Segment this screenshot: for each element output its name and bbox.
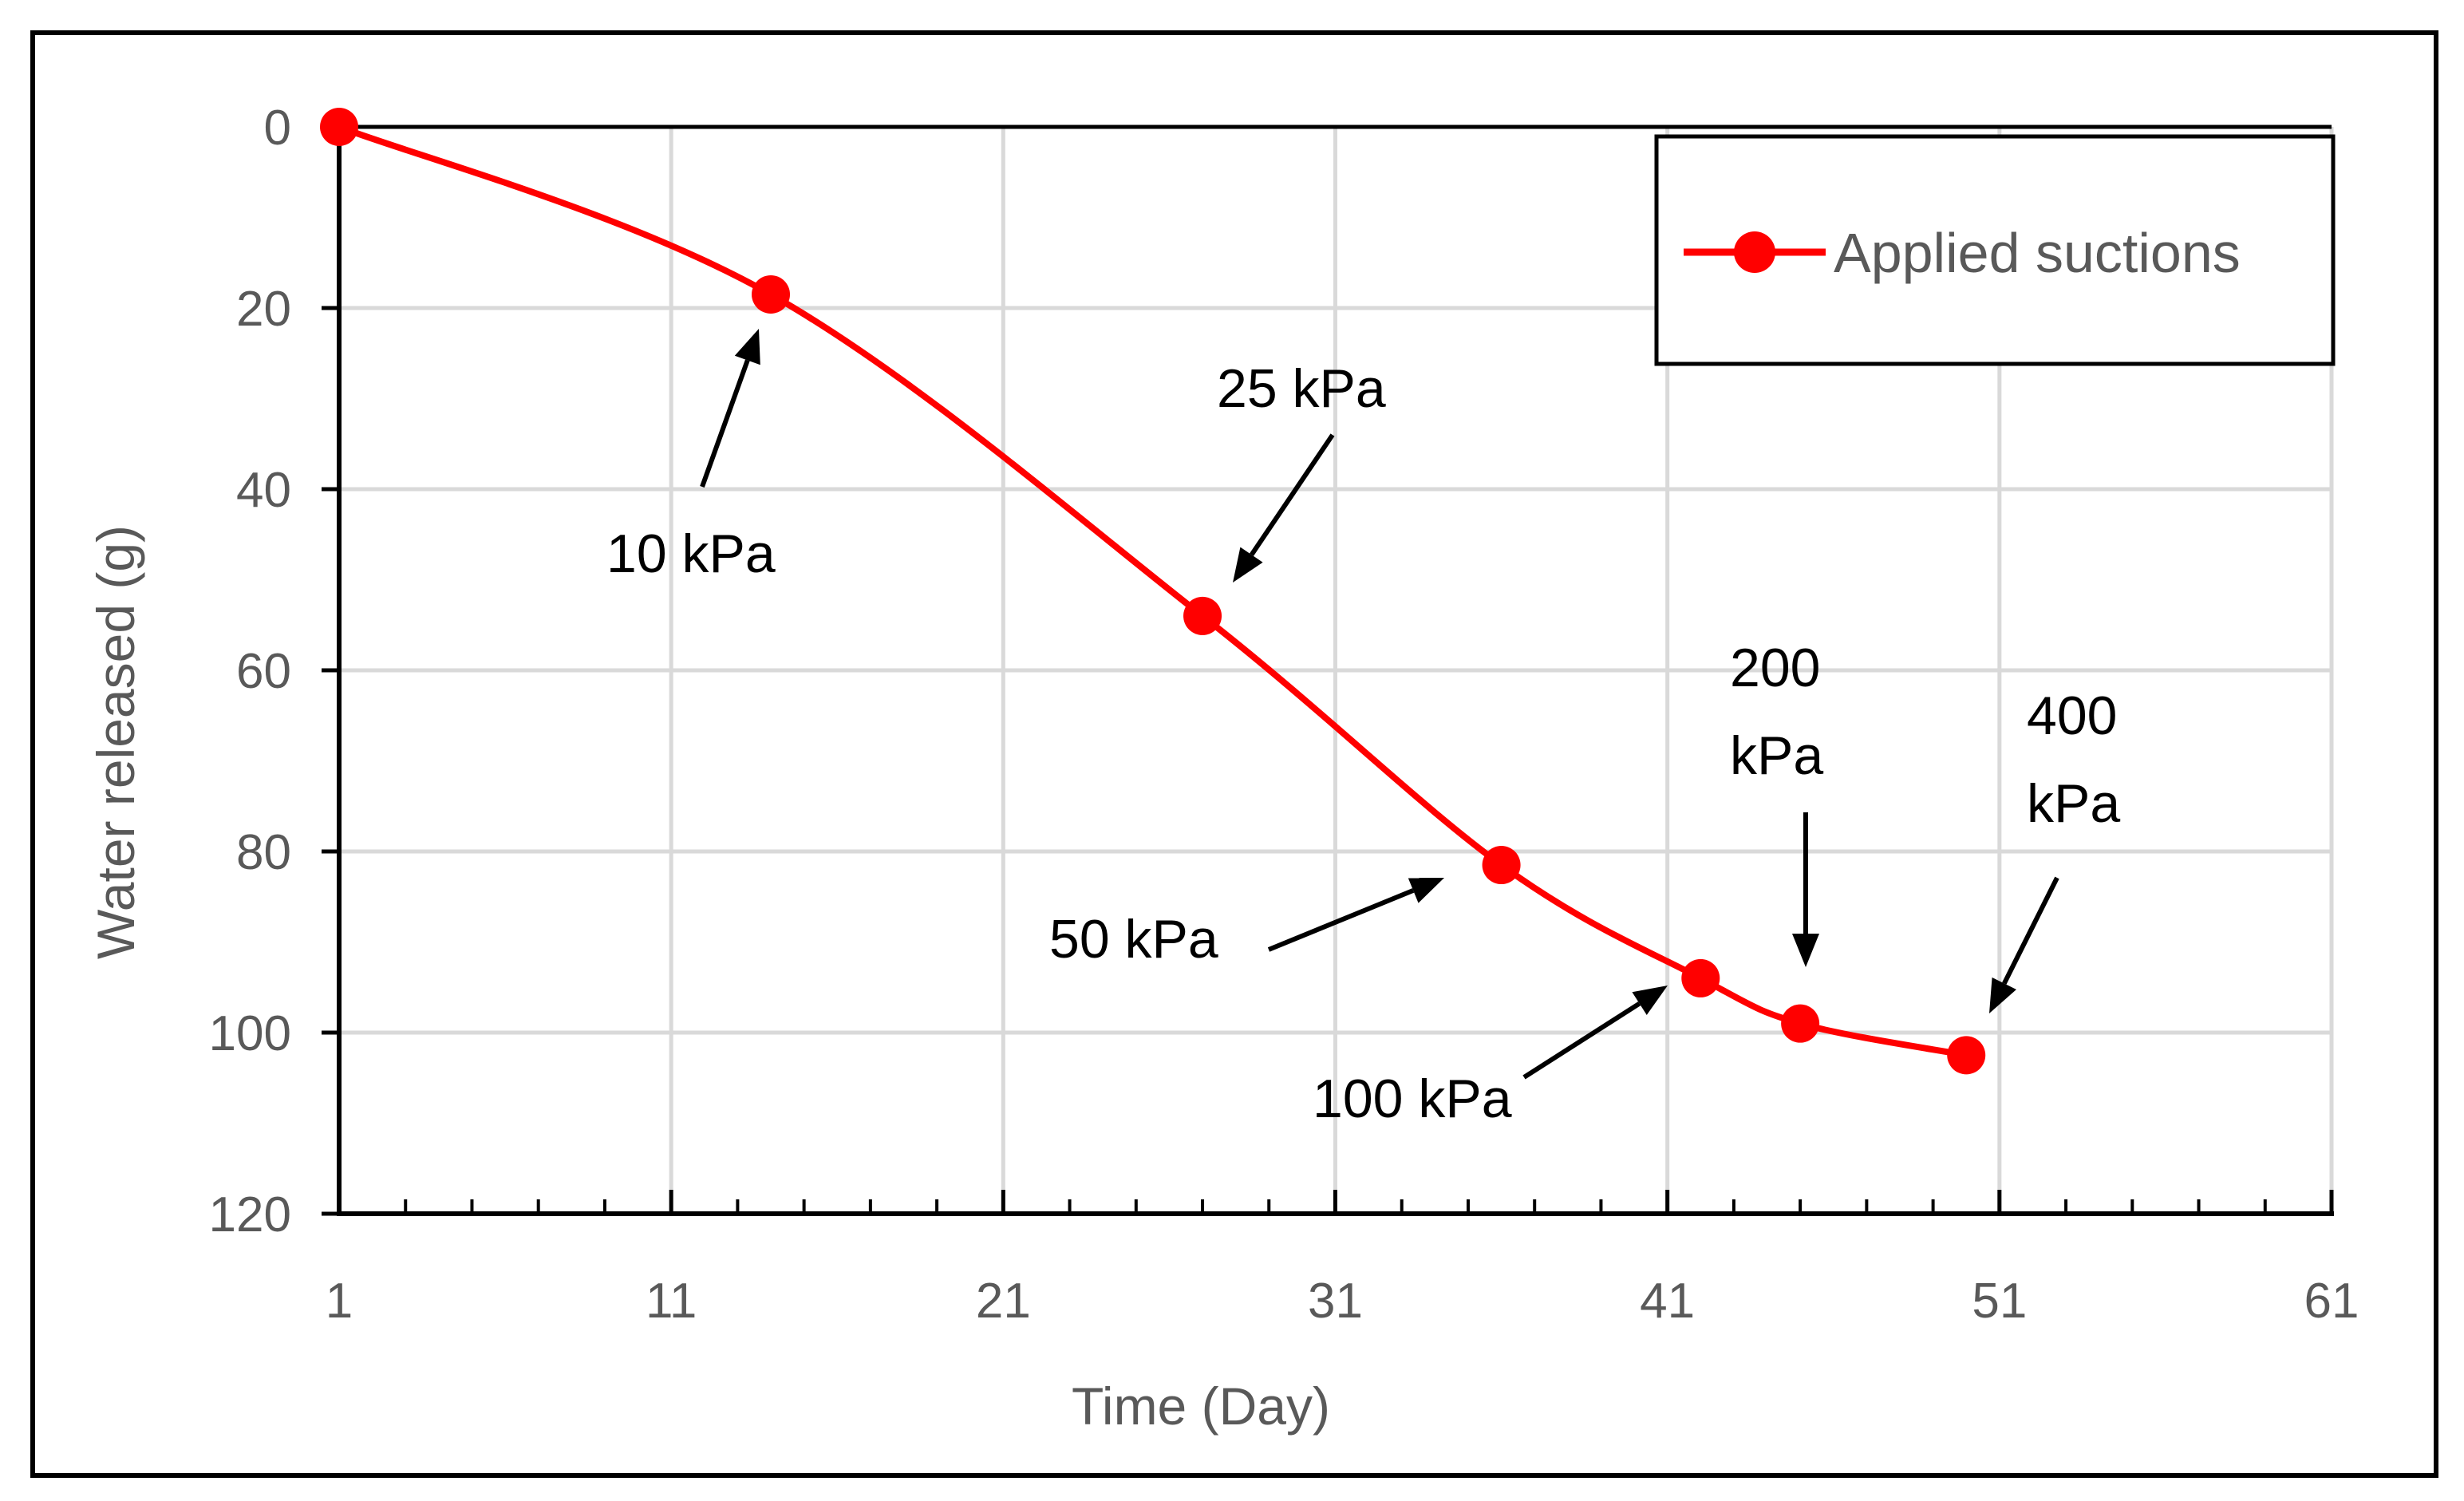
annotation-label-line: 50 kPa xyxy=(1049,909,1218,970)
annotation-label: 25 kPa xyxy=(1217,358,1386,419)
annotation-arrowhead xyxy=(1989,977,2016,1013)
annotation-label-line: kPa xyxy=(2027,773,2120,834)
data-point xyxy=(1681,958,1720,997)
x-tick-label: 11 xyxy=(646,1274,697,1329)
x-tick-label: 41 xyxy=(1640,1274,1695,1329)
series-line xyxy=(338,124,1967,1059)
annotation-arrow xyxy=(1267,888,1415,952)
y-tick-label: 20 xyxy=(236,282,291,337)
x-tick-label: 21 xyxy=(976,1274,1031,1329)
y-tick-label: 80 xyxy=(236,825,291,880)
annotation-arrow xyxy=(1522,1001,1641,1080)
y-tick-label: 100 xyxy=(209,1006,291,1061)
annotation-arrowhead xyxy=(1792,934,1819,967)
data-point xyxy=(1781,1004,1820,1043)
y-tick-label: 120 xyxy=(209,1187,291,1242)
x-tick-label: 61 xyxy=(2304,1274,2359,1329)
y-tick-label: 0 xyxy=(264,101,291,156)
x-tick-label: 1 xyxy=(326,1274,353,1329)
annotation-arrowhead xyxy=(734,329,760,365)
annotation-label: 400 kPa xyxy=(2027,685,2120,834)
annotation-label-line: 10 kPa xyxy=(606,523,776,584)
annotation-label: 50 kPa xyxy=(1049,909,1218,970)
annotation-label: 200 kPa xyxy=(1730,638,1823,786)
x-tick-label: 51 xyxy=(1972,1274,2027,1329)
data-point xyxy=(1482,846,1521,885)
x-tick-label: 31 xyxy=(1308,1274,1363,1329)
legend: Applied suctions xyxy=(1654,134,2336,366)
annotation-arrow xyxy=(1250,433,1335,556)
annotation-arrowhead xyxy=(1408,878,1444,903)
annotation-label-line: kPa xyxy=(1730,725,1823,786)
annotation-arrowhead xyxy=(1233,547,1263,583)
legend-swatch-marker xyxy=(1734,231,1775,273)
annotation-arrowhead xyxy=(1632,986,1668,1015)
y-tick-label: 40 xyxy=(236,463,291,518)
annotation-label-line: 25 kPa xyxy=(1217,358,1386,419)
y-tick-label: 60 xyxy=(236,644,291,699)
series-layer xyxy=(320,108,1986,1075)
data-point xyxy=(320,108,358,146)
data-point xyxy=(1947,1036,1986,1075)
annotations: 10 kPa 25 kPa 50 kPa 100 kPa 200 kPa 400 kPa xyxy=(606,329,2120,1129)
annotation-label: 100 kPa xyxy=(1313,1068,1512,1129)
annotation-label-line: 200 xyxy=(1730,638,1820,698)
x-axis-title: Time (Day) xyxy=(1072,1377,1330,1436)
data-point xyxy=(1183,596,1222,635)
annotation-arrow xyxy=(2002,876,2059,985)
annotation-arrow xyxy=(700,359,750,488)
annotation-label-line: 400 xyxy=(2027,685,2117,746)
annotation-label: 10 kPa xyxy=(606,523,776,584)
annotation-label-line: 100 kPa xyxy=(1313,1068,1512,1129)
legend-label: Applied suctions xyxy=(1834,222,2241,284)
y-axis-title: Water released (g) xyxy=(86,525,145,959)
data-point xyxy=(752,275,791,314)
